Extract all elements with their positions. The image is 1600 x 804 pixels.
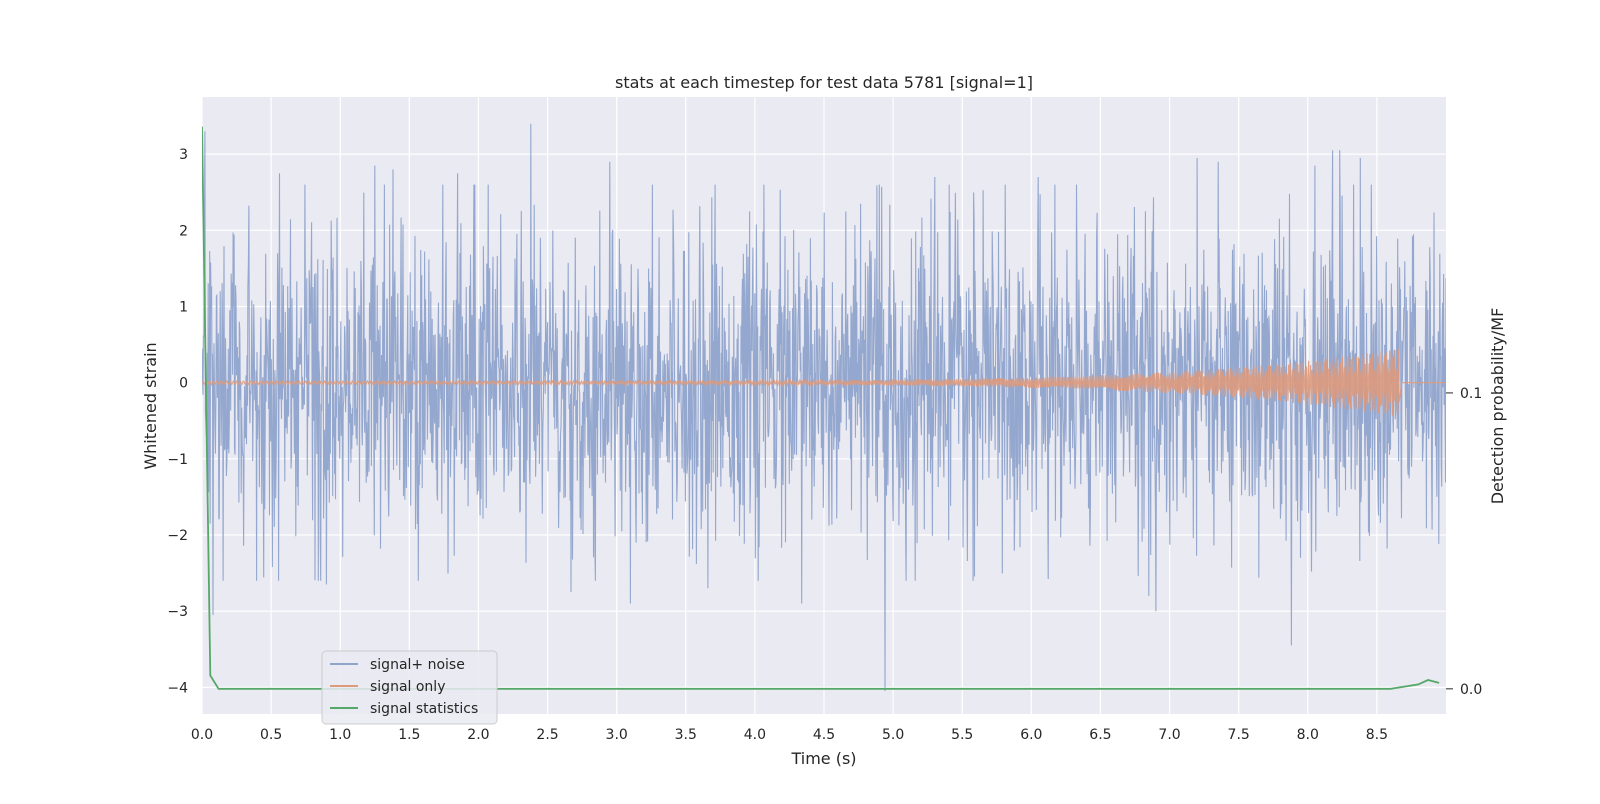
x-tick-label: 3.0	[606, 727, 628, 743]
series-signal-only	[202, 349, 1446, 416]
legend: signal+ noise signal only signal statist…	[321, 650, 498, 725]
x-axis-label: Time (s)	[790, 749, 856, 768]
y-tick-label: 3	[179, 147, 188, 163]
x-tick-label: 4.5	[813, 727, 835, 743]
x-tick-label: 0.5	[260, 727, 282, 743]
x-tick-label: 3.5	[675, 727, 697, 743]
y-tick-label: −3	[167, 604, 188, 620]
x-tick-label: 6.5	[1089, 727, 1111, 743]
x-tick-label: 1.0	[329, 727, 351, 743]
x-tick-label: 5.5	[951, 727, 973, 743]
x-tick-label: 4.0	[744, 727, 766, 743]
series-signal-noise	[202, 123, 1446, 692]
x-tick-label: 8.0	[1297, 727, 1319, 743]
x-tick-label: 5.0	[882, 727, 904, 743]
x-tick-label: 2.5	[536, 727, 558, 743]
y2-tick-label: 0.1	[1460, 386, 1482, 402]
x-tick-label: 2.0	[467, 727, 489, 743]
series-signal-statistics	[202, 126, 1440, 690]
y-tick-label: 0	[179, 376, 188, 392]
y-tick-label: −1	[167, 452, 188, 468]
y2-tick-label: 0.0	[1460, 682, 1482, 698]
x-tick-label: 7.0	[1158, 727, 1180, 743]
series-layer	[202, 123, 1446, 692]
y-tick-label: −2	[167, 528, 188, 544]
y-tick-label: 2	[179, 223, 188, 239]
chart-title: stats at each timestep for test data 578…	[615, 73, 1033, 92]
x-tick-label: 6.0	[1020, 727, 1042, 743]
x-tick-label: 8.5	[1366, 727, 1388, 743]
legend-box	[321, 650, 498, 725]
x-tick-label: 1.5	[398, 727, 420, 743]
legend-entry-signal-only: signal only	[370, 679, 445, 695]
tick-labels: 0.0 0.5 1.0 1.5 2.0 2.5 3.0 3.5 4.0 4.5 5.0 5.5 6.0 6…	[167, 147, 1482, 743]
legend-entry-signal-noise: signal+ noise	[370, 657, 465, 673]
y-tick-label: −4	[167, 680, 188, 696]
legend-entry-signal-statistics: signal statistics	[370, 701, 478, 717]
y2-axis-label: Detection probability/MF	[1488, 308, 1507, 505]
x-tick-label: 0.0	[191, 727, 213, 743]
y-tick-label: 1	[179, 299, 188, 315]
x-tick-label: 7.5	[1228, 727, 1250, 743]
y-axis-label: Whitened strain	[141, 342, 160, 469]
